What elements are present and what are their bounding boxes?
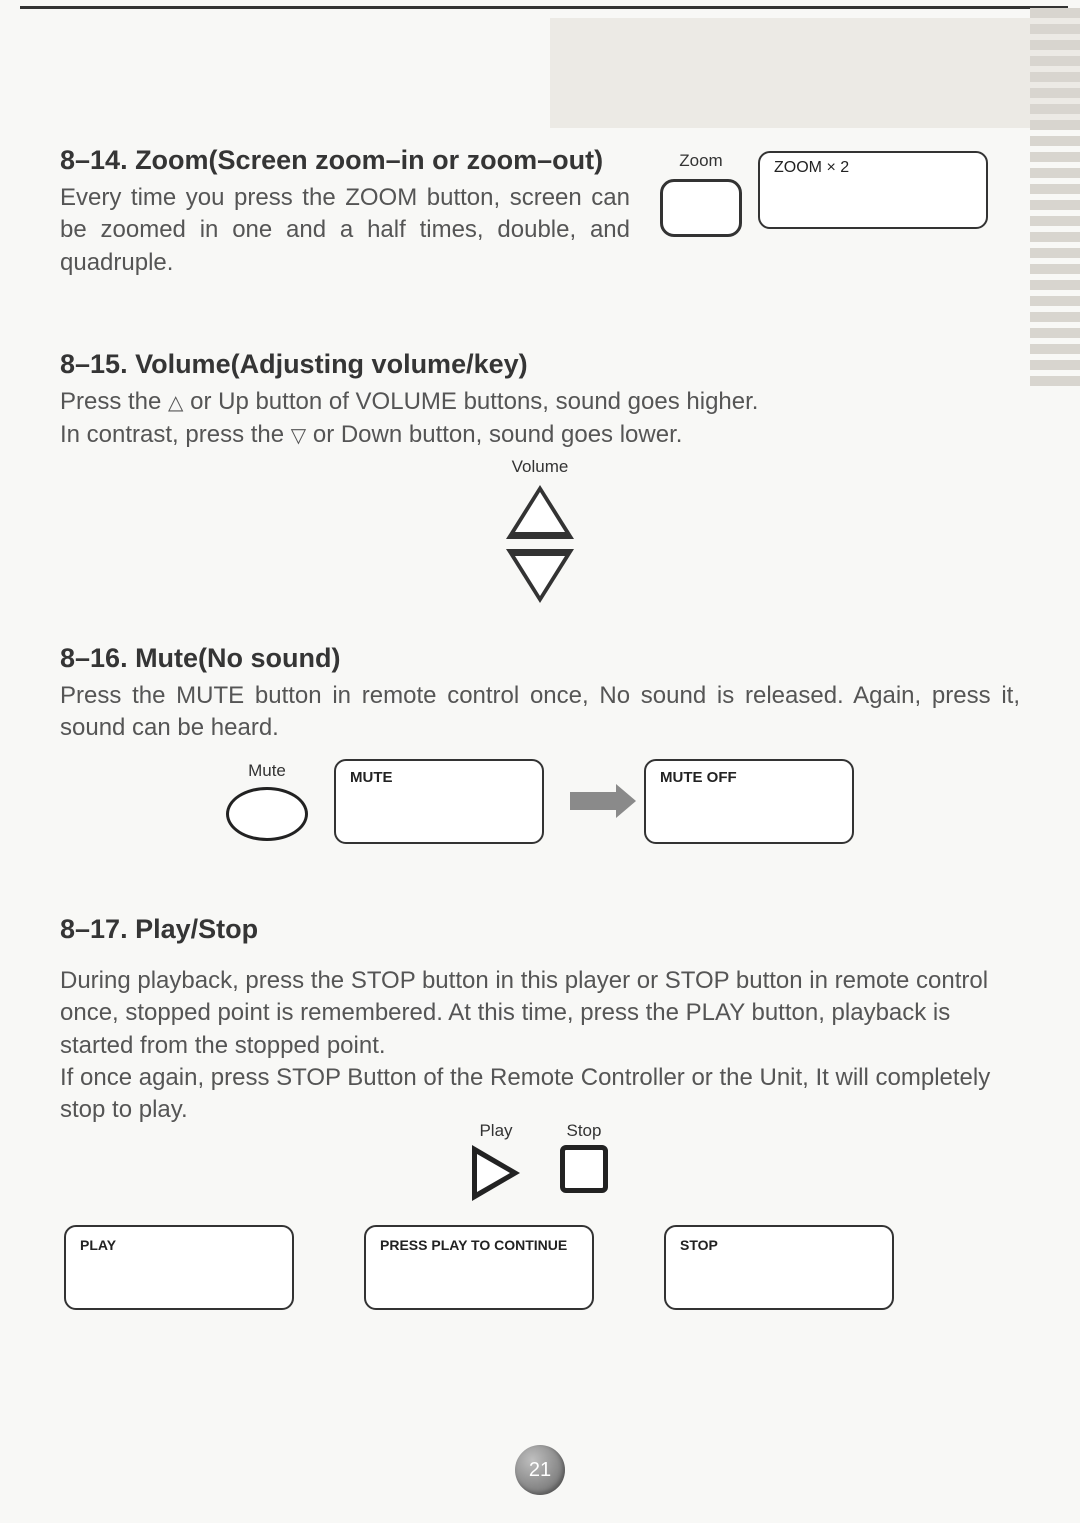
mute-button-label: Mute — [248, 761, 286, 781]
mute-osd-off-text: MUTE OFF — [660, 769, 737, 786]
play-osd: PLAY — [64, 1225, 294, 1310]
section-8-16: 8–16. Mute(No sound) Press the MUTE butt… — [60, 643, 1020, 844]
mute-osd-on-text: MUTE — [350, 769, 393, 786]
section-title-mute: 8–16. Mute(No sound) — [60, 643, 1020, 674]
arrow-right-icon — [570, 792, 618, 810]
zoom-osd-display: ZOOM × 2 — [758, 151, 988, 229]
section-body-mute: Press the MUTE button in remote control … — [60, 680, 1020, 745]
section-title-playstop: 8–17. Play/Stop — [60, 914, 1020, 945]
volume-figure: Volume — [60, 451, 1020, 603]
press-play-osd: PRESS PLAY TO CONTINUE — [364, 1225, 594, 1310]
volume-down-icon — [506, 549, 574, 603]
stop-osd: STOP — [664, 1225, 894, 1310]
zoom-figure: Zoom ZOOM × 2 — [660, 145, 1020, 279]
volume-line1a: Press the — [60, 388, 168, 415]
volume-line2a: In contrast, press the — [60, 421, 291, 448]
triangle-down-inline-icon: ▽ — [291, 425, 306, 447]
stop-label: Stop — [567, 1121, 602, 1141]
section-8-17: 8–17. Play/Stop During playback, press t… — [60, 914, 1020, 1310]
volume-label: Volume — [512, 457, 569, 477]
mute-osd-off: MUTE OFF — [644, 759, 854, 844]
zoom-osd-text: ZOOM × 2 — [774, 159, 849, 176]
volume-line1b: or Up button of VOLUME buttons, sound go… — [183, 388, 758, 415]
mute-figure: Mute MUTE MUTE OFF — [60, 759, 1020, 844]
page-number: 21 — [529, 1459, 551, 1482]
section-body-playstop: During playback, press the STOP button i… — [60, 965, 1020, 1127]
section-8-15: 8–15. Volume(Adjusting volume/key) Press… — [60, 349, 1020, 603]
page-number-badge: 21 — [515, 1445, 565, 1495]
press-play-osd-text: PRESS PLAY TO CONTINUE — [380, 1237, 567, 1253]
stop-icon — [560, 1145, 608, 1193]
zoom-button-label: Zoom — [679, 151, 722, 171]
triangle-up-inline-icon: △ — [168, 392, 183, 414]
volume-line-2: In contrast, press the ▽ or Down button,… — [60, 419, 1020, 451]
play-osd-text: PLAY — [80, 1237, 116, 1253]
zoom-button-icon — [660, 179, 742, 237]
section-body-zoom: Every time you press the ZOOM button, sc… — [60, 182, 630, 279]
mute-osd-on: MUTE — [334, 759, 544, 844]
stop-osd-text: STOP — [680, 1237, 718, 1253]
playstop-osd-row: PLAY PRESS PLAY TO CONTINUE STOP — [60, 1225, 1020, 1310]
section-title-zoom: 8–14. Zoom(Screen zoom–in or zoom–out) — [60, 145, 630, 176]
volume-line2b: or Down button, sound goes lower. — [306, 421, 682, 448]
playstop-icons: Play Stop — [60, 1121, 1020, 1201]
section-8-14: 8–14. Zoom(Screen zoom–in or zoom–out) E… — [60, 145, 1020, 279]
section-title-volume: 8–15. Volume(Adjusting volume/key) — [60, 349, 1020, 380]
play-label: Play — [479, 1121, 512, 1141]
mute-button-icon — [226, 787, 308, 841]
volume-up-icon — [506, 485, 574, 539]
play-icon — [472, 1145, 520, 1201]
volume-line-1: Press the △ or Up button of VOLUME butto… — [60, 386, 1020, 418]
